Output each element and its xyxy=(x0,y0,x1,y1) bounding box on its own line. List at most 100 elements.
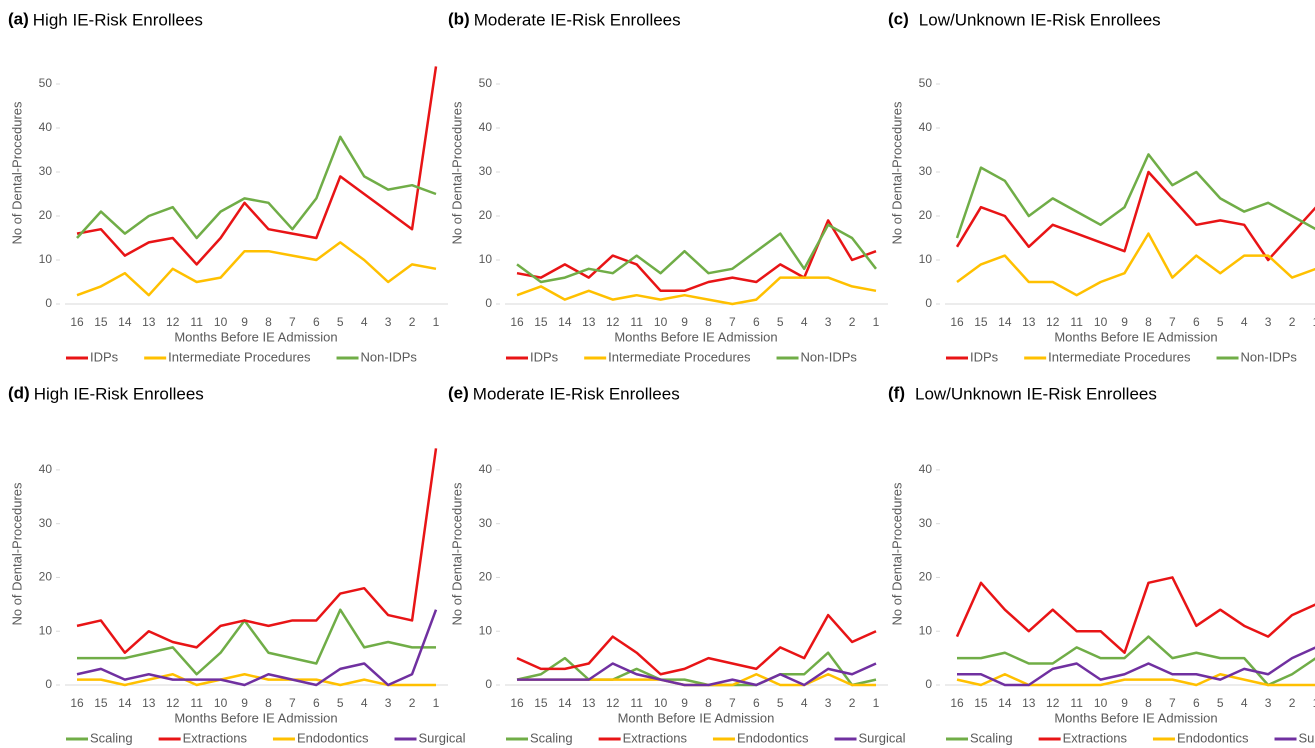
x-tick-label: 5 xyxy=(1217,696,1224,710)
chart-panel: (b) Moderate IE-Risk Enrollees No of Denta… xyxy=(448,9,888,364)
x-tick-label: 9 xyxy=(241,696,248,710)
x-tick-label: 4 xyxy=(801,696,808,710)
data-line xyxy=(76,448,438,654)
legend-label: IDPs xyxy=(970,349,999,364)
x-tick-label: 4 xyxy=(361,696,368,710)
x-tick-label: 11 xyxy=(630,696,643,710)
panel-label: (c) xyxy=(888,9,909,28)
x-tick-label: 14 xyxy=(118,315,132,329)
x-tick-label: 11 xyxy=(190,315,203,329)
data-line xyxy=(516,223,877,284)
x-tick-label: 12 xyxy=(606,696,620,710)
y-tick-label: 40 xyxy=(919,120,933,134)
legend-label: Non-IDPs xyxy=(1241,349,1298,364)
chart-title: High IE-Risk Enrollees xyxy=(33,10,203,29)
x-tick-label: 12 xyxy=(1046,315,1060,329)
x-tick-label: 16 xyxy=(510,696,524,710)
x-tick-label: 14 xyxy=(118,696,132,710)
x-tick-label: 6 xyxy=(753,696,760,710)
y-tick-label: 20 xyxy=(479,208,493,222)
x-tick-label: 1 xyxy=(1313,315,1315,329)
x-tick-label: 11 xyxy=(190,696,203,710)
legend-label: Scaling xyxy=(90,730,133,745)
y-tick-label: 0 xyxy=(45,677,52,691)
panel-label: (a) xyxy=(8,9,29,28)
x-tick-label: 13 xyxy=(582,696,596,710)
x-tick-label: 1 xyxy=(873,696,880,710)
x-tick-label: 2 xyxy=(1289,315,1296,329)
x-tick-label: 14 xyxy=(558,315,572,329)
x-axis-title: Months Before IE Admission xyxy=(174,710,337,725)
x-tick-label: 13 xyxy=(142,315,156,329)
data-line xyxy=(957,646,1315,687)
x-tick-label: 1 xyxy=(433,696,440,710)
x-tick-label: 6 xyxy=(313,696,320,710)
x-tick-label: 5 xyxy=(337,696,344,710)
y-axis-title: No of Dental-Procedures xyxy=(889,482,904,626)
x-tick-label: 9 xyxy=(241,315,248,329)
y-tick-label: 0 xyxy=(925,677,932,691)
y-tick-label: 0 xyxy=(485,677,492,691)
y-tick-label: 20 xyxy=(919,570,933,584)
x-tick-label: 13 xyxy=(1022,315,1036,329)
y-tick-label: 10 xyxy=(479,252,493,266)
x-tick-label: 10 xyxy=(214,315,228,329)
y-tick-label: 0 xyxy=(485,296,492,310)
legend-label: Extractions xyxy=(623,730,688,745)
x-tick-label: 3 xyxy=(825,315,832,329)
legend-label: Intermediate Procedures xyxy=(168,349,311,364)
data-line xyxy=(955,153,1315,239)
y-axis-title: No of Dental-Procedures xyxy=(9,482,24,626)
x-tick-label: 9 xyxy=(681,696,688,710)
legend-label: Non-IDPs xyxy=(801,349,858,364)
y-tick-label: 50 xyxy=(479,76,493,90)
y-tick-label: 10 xyxy=(479,623,493,637)
x-tick-label: 8 xyxy=(265,696,272,710)
x-tick-label: 14 xyxy=(998,696,1012,710)
x-tick-label: 3 xyxy=(385,315,392,329)
x-tick-label: 8 xyxy=(1145,315,1152,329)
y-tick-label: 0 xyxy=(45,296,52,310)
x-tick-label: 14 xyxy=(558,696,572,710)
panel-label: (f) xyxy=(888,383,905,402)
y-tick-label: 50 xyxy=(39,76,53,90)
data-line xyxy=(76,135,437,240)
x-tick-label: 10 xyxy=(654,315,668,329)
x-tick-label: 5 xyxy=(777,696,784,710)
x-tick-label: 13 xyxy=(1022,696,1036,710)
x-tick-label: 2 xyxy=(409,696,416,710)
legend-label: Surgical xyxy=(419,730,466,745)
x-tick-label: 3 xyxy=(1265,696,1272,710)
x-tick-label: 7 xyxy=(729,315,736,329)
chart-panel: (d) High IE-Risk Enrollees No of Dental-Pr… xyxy=(8,383,466,745)
x-tick-label: 3 xyxy=(385,696,392,710)
y-tick-label: 40 xyxy=(39,120,53,134)
chart-panel: (a) High IE-Risk Enrollees No of Dental-Pr… xyxy=(8,9,448,364)
x-tick-label: 8 xyxy=(705,696,712,710)
x-tick-label: 6 xyxy=(1193,696,1200,710)
x-tick-label: 4 xyxy=(1241,315,1248,329)
data-line xyxy=(516,219,877,293)
x-tick-label: 12 xyxy=(166,696,180,710)
x-tick-label: 11 xyxy=(1070,696,1083,710)
x-tick-label: 12 xyxy=(606,315,620,329)
chart-title: Low/Unknown IE-Risk Enrollees xyxy=(919,10,1161,29)
y-tick-label: 10 xyxy=(39,623,53,637)
x-tick-label: 13 xyxy=(582,315,596,329)
x-tick-label: 6 xyxy=(1193,315,1200,329)
chart-panel: (e) Moderate IE-Risk Enrollees No of Denta… xyxy=(448,383,906,745)
data-line xyxy=(76,66,438,266)
x-tick-label: 16 xyxy=(510,315,524,329)
x-tick-label: 16 xyxy=(70,315,84,329)
data-line xyxy=(956,232,1315,297)
x-tick-label: 8 xyxy=(705,315,712,329)
y-tick-label: 30 xyxy=(919,164,933,178)
x-tick-label: 3 xyxy=(825,696,832,710)
x-tick-label: 15 xyxy=(534,696,548,710)
y-axis-title: No of Dental-Procedures xyxy=(449,482,464,626)
x-tick-label: 4 xyxy=(801,315,808,329)
legend-label: Endodontics xyxy=(1177,730,1249,745)
legend-label: Endodontics xyxy=(297,730,369,745)
y-tick-label: 50 xyxy=(919,76,933,90)
